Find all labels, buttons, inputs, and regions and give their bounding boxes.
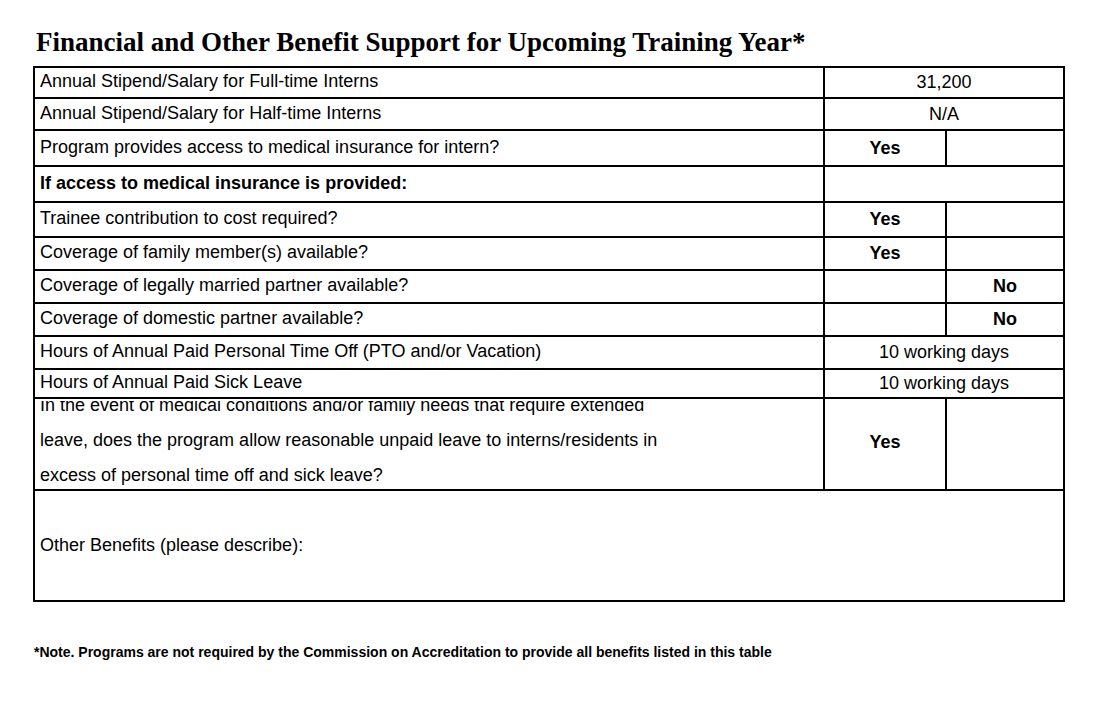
table-row: Annual Stipend/Salary for Full-time Inte… [34, 67, 1064, 98]
table-row: Coverage of domestic partner available? … [34, 303, 1064, 336]
no-value-cell: No [946, 270, 1064, 303]
no-value-cell [946, 202, 1064, 237]
benefit-label: Hours of Annual Paid Sick Leave [34, 369, 824, 398]
benefit-label: Coverage of legally married partner avai… [34, 270, 824, 303]
yes-value-cell: Yes [824, 130, 946, 166]
yes-value-cell [824, 303, 946, 336]
table-row: Annual Stipend/Salary for Half-time Inte… [34, 98, 1064, 130]
benefit-label: Program provides access to medical insur… [34, 130, 824, 166]
benefit-label: Hours of Annual Paid Personal Time Off (… [34, 336, 824, 369]
document-page: Financial and Other Benefit Support for … [0, 0, 1115, 714]
table-row: Coverage of family member(s) available? … [34, 237, 1064, 270]
table-row: Program provides access to medical insur… [34, 130, 1064, 166]
benefit-label: Annual Stipend/Salary for Half-time Inte… [34, 98, 824, 130]
yes-value-cell: Yes [824, 202, 946, 237]
no-value-cell: No [946, 303, 1064, 336]
benefit-label: Coverage of family member(s) available? [34, 237, 824, 270]
yes-value-cell [824, 270, 946, 303]
benefit-label: Coverage of domestic partner available? [34, 303, 824, 336]
benefit-value: 31,200 [824, 67, 1064, 98]
benefit-label-long: In the event of medical conditions and/o… [34, 398, 824, 490]
other-benefits-cell: Other Benefits (please describe): [34, 490, 1064, 601]
benefits-table: Annual Stipend/Salary for Full-time Inte… [33, 66, 1065, 602]
long-label-line: In the event of medical conditions and/o… [40, 401, 818, 423]
benefit-value: 10 working days [824, 336, 1064, 369]
table-row: Hours of Annual Paid Sick Leave 10 worki… [34, 369, 1064, 398]
footnote: *Note. Programs are not required by the … [34, 644, 772, 660]
table-row: Hours of Annual Paid Personal Time Off (… [34, 336, 1064, 369]
yes-value-cell: Yes [824, 398, 946, 490]
yes-value-cell: Yes [824, 237, 946, 270]
no-value-cell [946, 398, 1064, 490]
long-label-line: leave, does the program allow reasonable… [40, 423, 818, 458]
section-label: If access to medical insurance is provid… [34, 166, 824, 202]
benefit-value: 10 working days [824, 369, 1064, 398]
benefit-label: Annual Stipend/Salary for Full-time Inte… [34, 67, 824, 98]
table-row: In the event of medical conditions and/o… [34, 398, 1064, 490]
table-row: Other Benefits (please describe): [34, 490, 1064, 601]
long-label-line: excess of personal time off and sick lea… [40, 458, 818, 487]
no-value-cell [946, 130, 1064, 166]
benefit-value [824, 166, 1064, 202]
benefit-value: N/A [824, 98, 1064, 130]
benefit-label: Trainee contribution to cost required? [34, 202, 824, 237]
page-title: Financial and Other Benefit Support for … [36, 27, 806, 58]
table-row: If access to medical insurance is provid… [34, 166, 1064, 202]
table-row: Coverage of legally married partner avai… [34, 270, 1064, 303]
table-row: Trainee contribution to cost required? Y… [34, 202, 1064, 237]
no-value-cell [946, 237, 1064, 270]
